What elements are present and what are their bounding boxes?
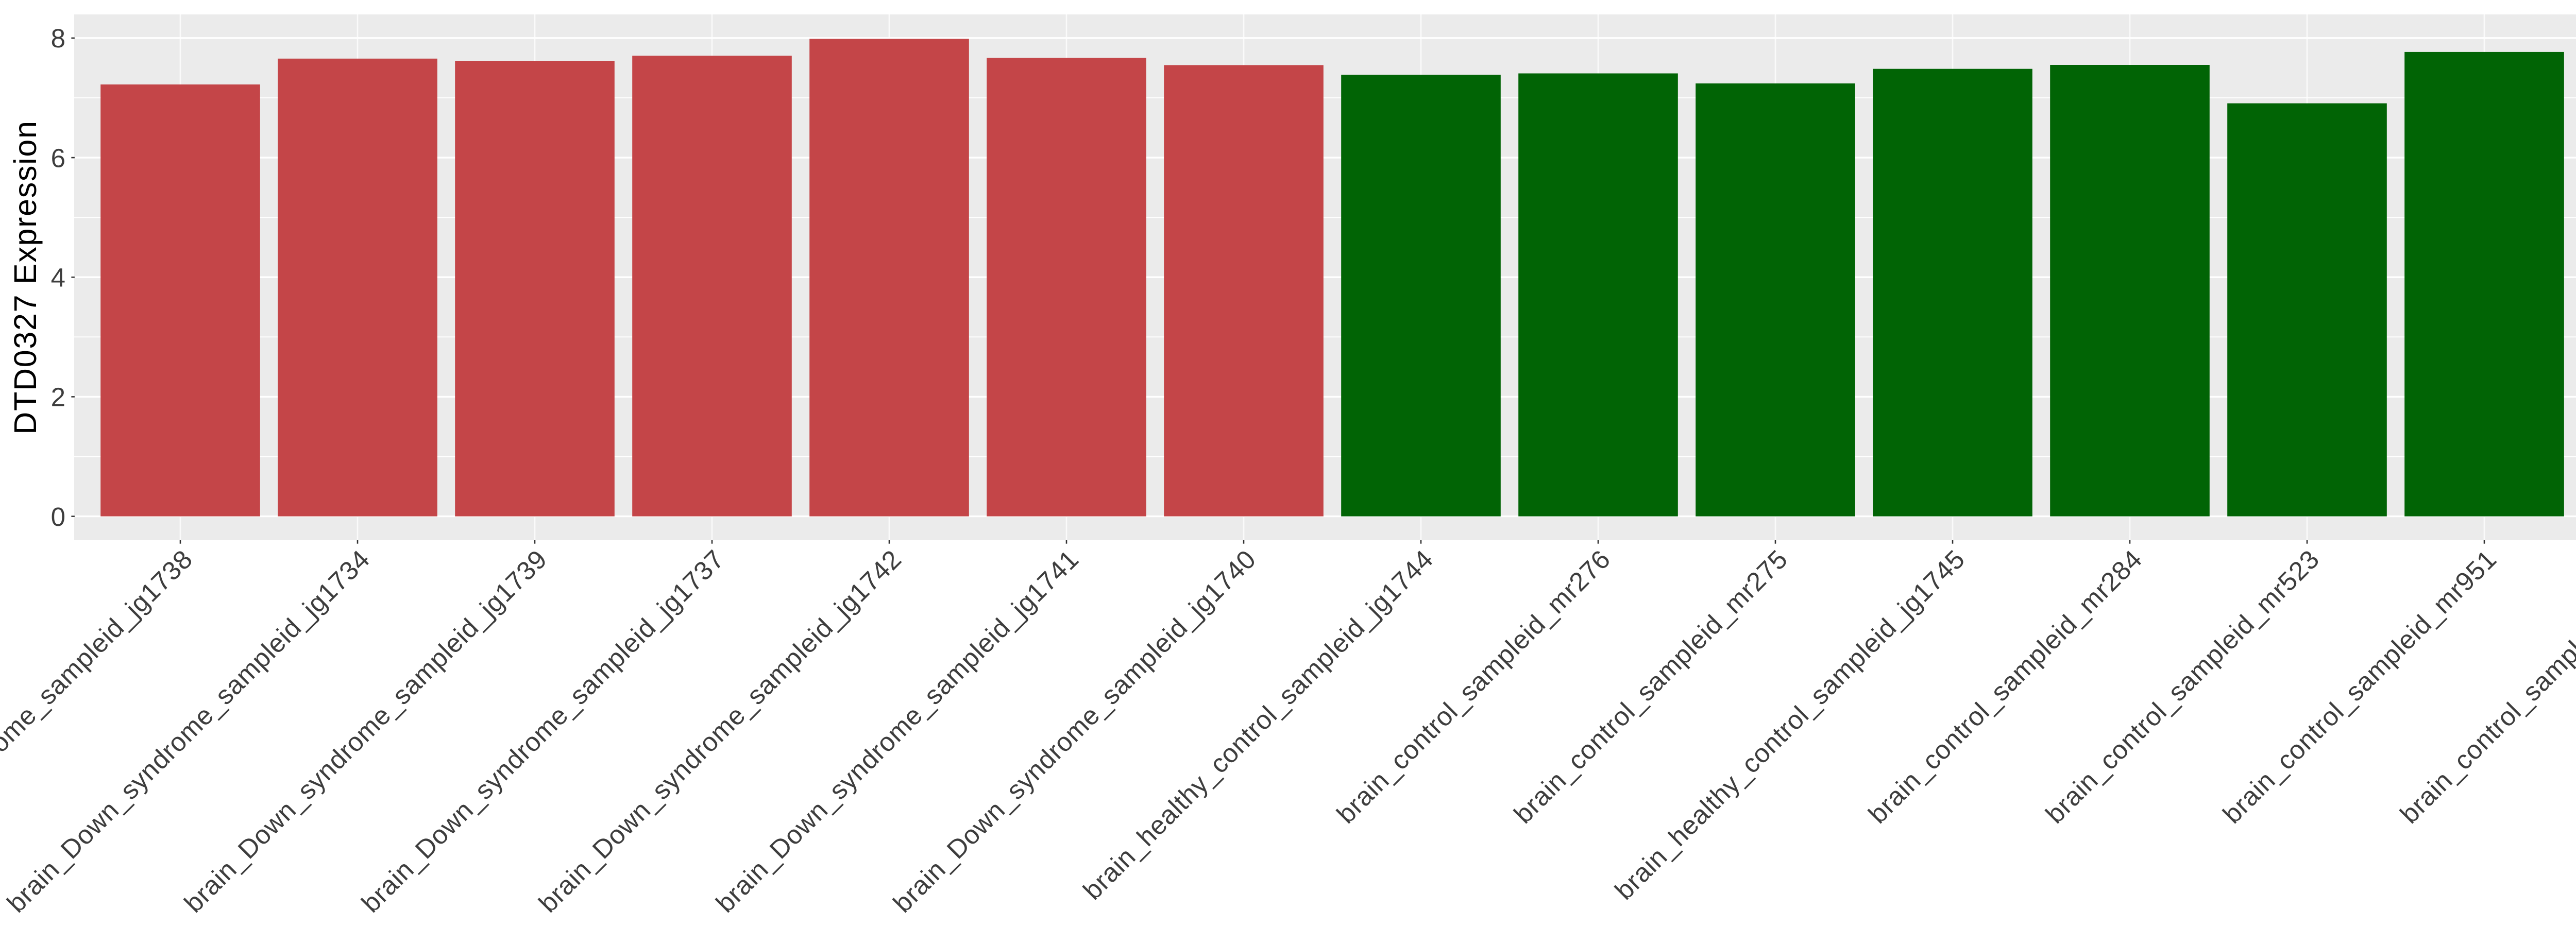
svg-text:2: 2 [51,383,65,412]
svg-text:8: 8 [51,24,65,53]
svg-text:0: 0 [51,502,65,531]
svg-text:4: 4 [51,263,65,293]
svg-text:DTD0327 Expression: DTD0327 Expression [8,120,43,434]
svg-text:6: 6 [51,143,65,173]
